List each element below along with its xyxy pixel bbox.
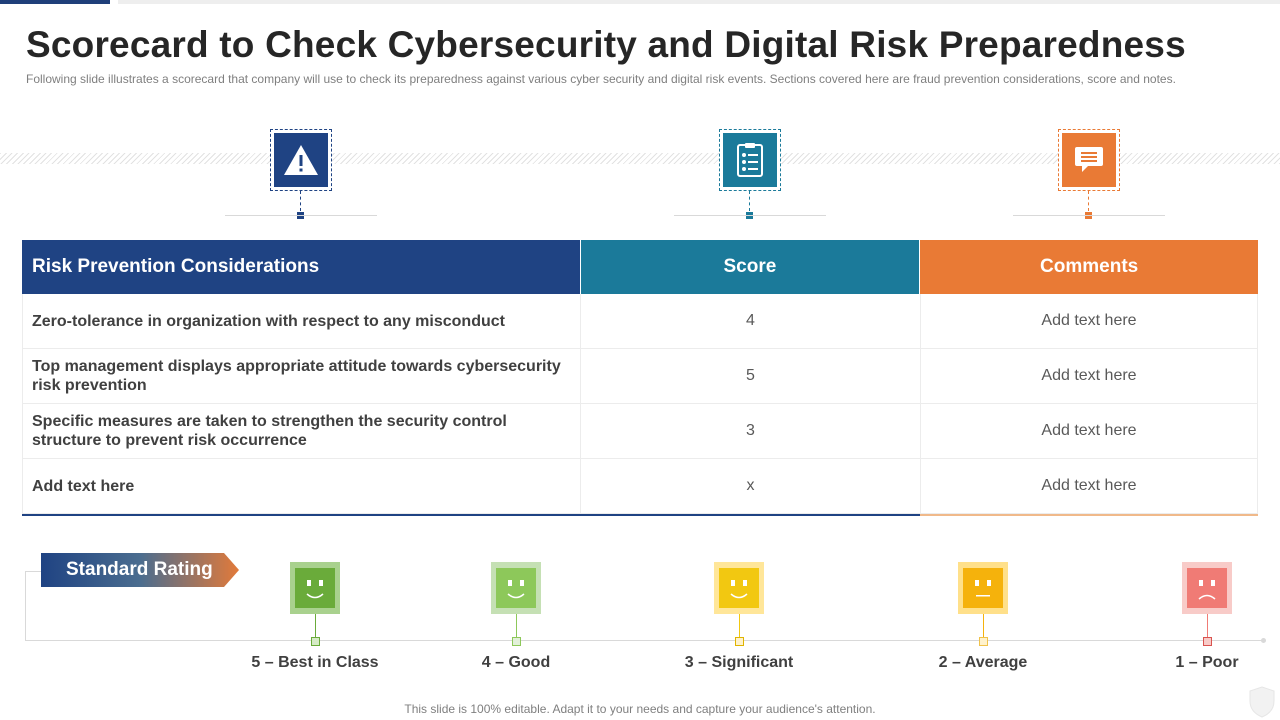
rating-timeline bbox=[25, 640, 1263, 641]
happy-face-icon bbox=[295, 568, 335, 608]
table-row: Specific measures are taken to strengthe… bbox=[22, 404, 1258, 459]
rating-connector bbox=[983, 614, 984, 638]
face-frame bbox=[491, 562, 541, 614]
comment-cell: Add text here bbox=[920, 404, 1258, 458]
rating-connector bbox=[1207, 614, 1208, 638]
top-accent-bar bbox=[0, 0, 110, 4]
icon-connector bbox=[300, 191, 301, 211]
score-cell: 3 bbox=[580, 404, 920, 458]
shield-icon bbox=[1249, 686, 1275, 718]
rating-marker bbox=[735, 637, 744, 646]
scorecard-table: Risk Prevention Considerations Score Com… bbox=[22, 240, 1258, 516]
rating-label: 1 – Poor bbox=[1175, 654, 1239, 671]
face-frame bbox=[714, 562, 764, 614]
face-frame bbox=[958, 562, 1008, 614]
rating-marker bbox=[979, 637, 988, 646]
consideration-cell: Add text here bbox=[22, 459, 580, 513]
icon-underline bbox=[1013, 215, 1165, 216]
rating-connector bbox=[315, 614, 316, 638]
icon-column-considerations bbox=[225, 129, 377, 221]
rating-timeline-end bbox=[1261, 638, 1266, 643]
icon-connector bbox=[1088, 191, 1089, 211]
table-row: Zero-tolerance in organization with resp… bbox=[22, 294, 1258, 349]
table-bottom-border bbox=[22, 514, 1258, 516]
sad-face-icon bbox=[1187, 568, 1227, 608]
consideration-cell: Top management displays appropriate atti… bbox=[22, 349, 580, 403]
rating-bracket bbox=[25, 571, 41, 641]
rating-marker bbox=[1203, 637, 1212, 646]
rating-level-average: 2 – Average bbox=[903, 562, 1063, 682]
checklist-icon bbox=[723, 133, 777, 187]
table-header: Risk Prevention Considerations Score Com… bbox=[22, 240, 1258, 294]
bottom-border-orange bbox=[920, 514, 1258, 516]
comment-cell: Add text here bbox=[920, 349, 1258, 403]
face-frame bbox=[1182, 562, 1232, 614]
table-row: Top management displays appropriate atti… bbox=[22, 349, 1258, 404]
slide-subtitle: Following slide illustrates a scorecard … bbox=[26, 72, 1176, 86]
rating-label: 3 – Significant bbox=[684, 654, 794, 671]
score-cell: 4 bbox=[580, 294, 920, 348]
rating-label: 5 – Best in Class bbox=[251, 654, 379, 671]
rating-label: 2 – Average bbox=[938, 654, 1028, 671]
rating-level-good: 4 – Good bbox=[436, 562, 596, 682]
slide-footer: This slide is 100% editable. Adapt it to… bbox=[404, 702, 876, 716]
rating-level-best-in-class: 5 – Best in Class bbox=[235, 562, 395, 682]
score-cell: 5 bbox=[580, 349, 920, 403]
standard-rating-tag: Standard Rating bbox=[41, 553, 239, 587]
happy-face-icon bbox=[719, 568, 759, 608]
rating-level-poor: 1 – Poor bbox=[1127, 562, 1280, 682]
top-rule bbox=[118, 0, 1280, 4]
consideration-cell: Specific measures are taken to strengthe… bbox=[22, 404, 580, 458]
comment-icon bbox=[1062, 133, 1116, 187]
rating-connector bbox=[516, 614, 517, 638]
bottom-border-blue bbox=[22, 514, 920, 516]
icon-underline bbox=[225, 215, 377, 216]
header-comments: Comments bbox=[920, 240, 1258, 294]
comment-cell: Add text here bbox=[920, 459, 1258, 513]
happy-face-icon bbox=[496, 568, 536, 608]
icon-underline bbox=[674, 215, 826, 216]
icon-column-score bbox=[674, 129, 826, 221]
face-frame bbox=[290, 562, 340, 614]
consideration-cell: Zero-tolerance in organization with resp… bbox=[22, 294, 580, 348]
hatched-band bbox=[0, 153, 1280, 164]
table-row: Add text here x Add text here bbox=[22, 459, 1258, 514]
slide-title: Scorecard to Check Cybersecurity and Dig… bbox=[26, 24, 1186, 65]
rating-marker bbox=[311, 637, 320, 646]
rating-label: 4 – Good bbox=[481, 654, 551, 671]
header-score: Score bbox=[580, 240, 920, 294]
comment-cell: Add text here bbox=[920, 294, 1258, 348]
score-cell: x bbox=[580, 459, 920, 513]
icon-frame bbox=[270, 129, 332, 191]
rating-level-significant: 3 – Significant bbox=[659, 562, 819, 682]
header-considerations: Risk Prevention Considerations bbox=[22, 240, 580, 294]
warning-icon bbox=[274, 133, 328, 187]
icon-frame bbox=[719, 129, 781, 191]
rating-marker bbox=[512, 637, 521, 646]
icon-column-comments bbox=[1013, 129, 1165, 221]
neutral-face-icon bbox=[963, 568, 1003, 608]
icon-frame bbox=[1058, 129, 1120, 191]
icon-connector bbox=[749, 191, 750, 211]
rating-connector bbox=[739, 614, 740, 638]
